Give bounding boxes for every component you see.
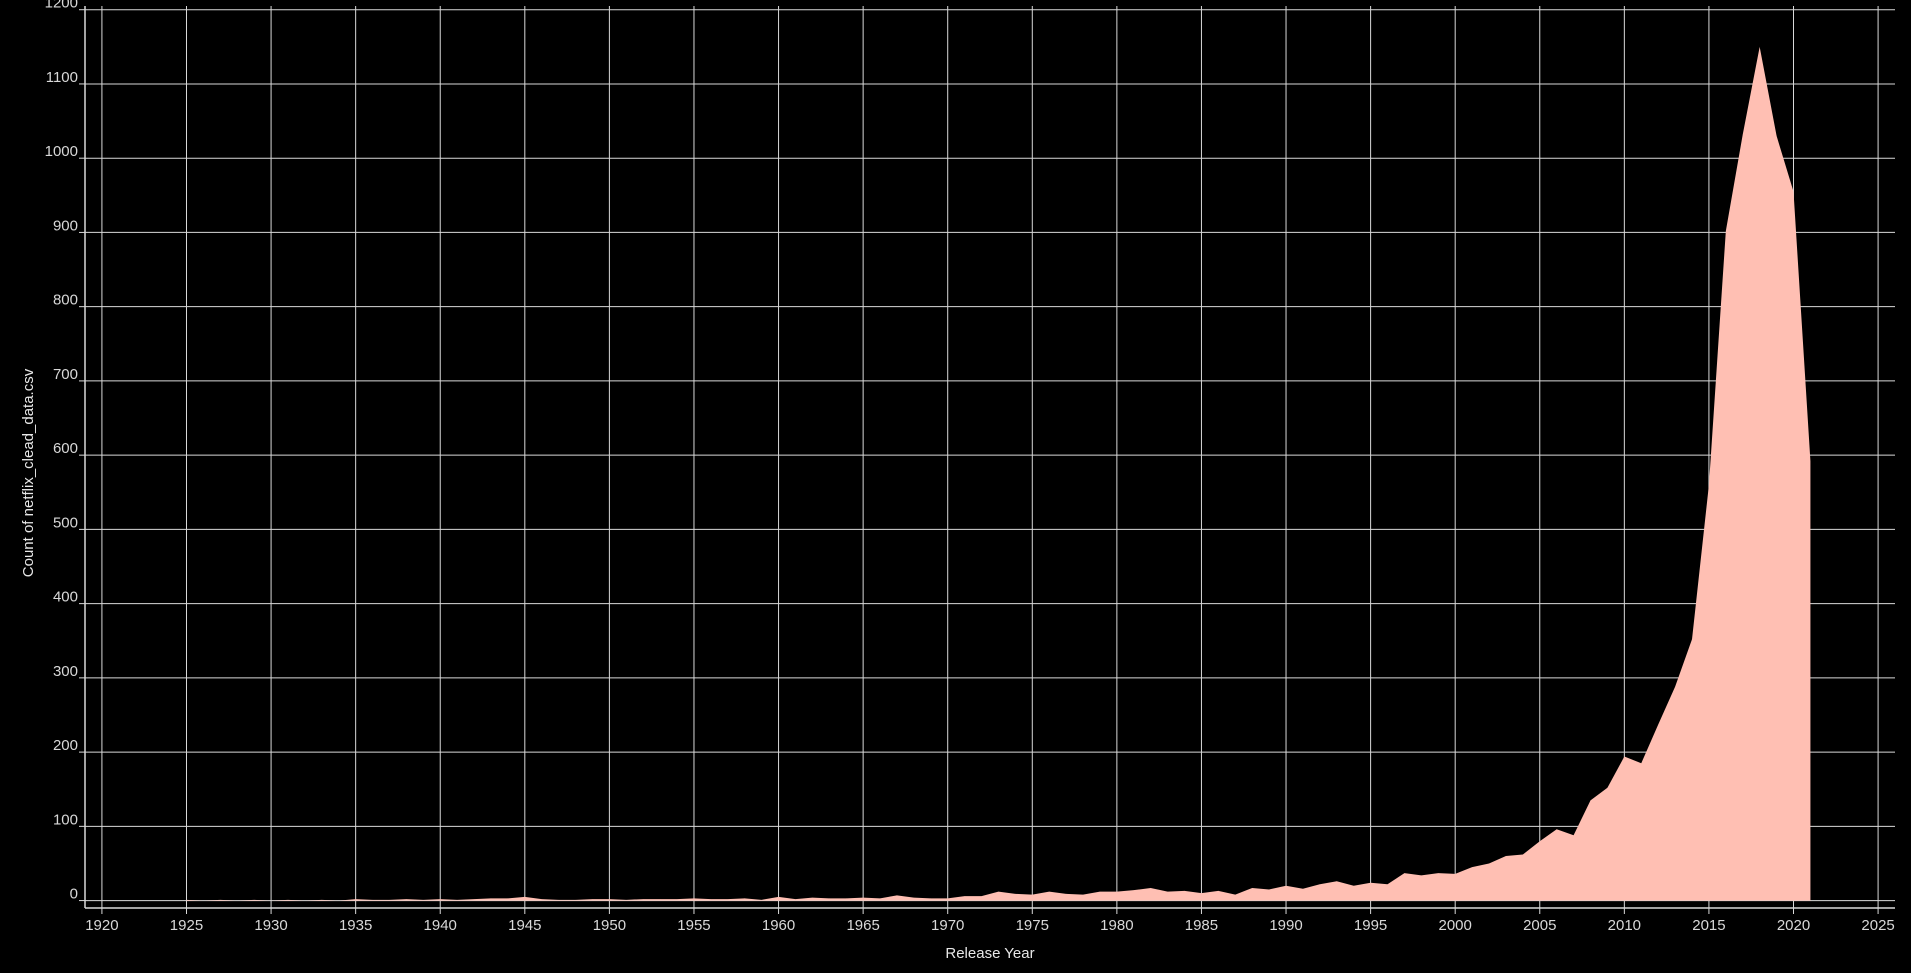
x-tick-label: 1955 xyxy=(677,917,710,934)
x-tick-label: 1960 xyxy=(762,917,795,934)
x-tick-label: 1940 xyxy=(424,917,457,934)
x-tick-label: 1980 xyxy=(1100,917,1133,934)
y-tick-label: 1000 xyxy=(45,143,78,160)
axes xyxy=(84,6,1895,909)
area-fill xyxy=(186,46,1811,901)
x-axis-title: Release Year xyxy=(945,945,1034,962)
x-tick-label: 1995 xyxy=(1354,917,1387,934)
x-tick-label: 1930 xyxy=(254,917,287,934)
x-tick-label: 1975 xyxy=(1016,917,1049,934)
x-tick-label: 2020 xyxy=(1777,917,1810,934)
y-tick-label: 300 xyxy=(53,663,78,680)
x-tick-label: 2005 xyxy=(1523,917,1556,934)
y-axis-title: Count of netflix_clead_data.csv xyxy=(20,368,37,577)
y-tick-label: 900 xyxy=(53,217,78,234)
y-axis-ticks: 0 100 200 300 400 500 600 700 800 900 1000 1100 1200 xyxy=(45,0,85,903)
x-tick-label: 1985 xyxy=(1185,917,1218,934)
y-tick-label: 600 xyxy=(53,440,78,457)
x-tick-label: 1965 xyxy=(846,917,879,934)
x-tick-label: 1935 xyxy=(339,917,372,934)
y-tick-label: 1200 xyxy=(45,0,78,12)
y-tick-label: 1100 xyxy=(46,69,78,86)
x-tick-label: 1920 xyxy=(85,917,118,934)
y-tick-label: 800 xyxy=(53,292,78,309)
x-tick-label: 1950 xyxy=(593,917,626,934)
y-tick-label: 500 xyxy=(53,514,78,531)
x-tick-label: 2025 xyxy=(1861,917,1894,934)
x-tick-label: 2000 xyxy=(1438,917,1471,934)
x-axis-ticks: 1920 1925 1930 1935 1940 1945 1950 1955 1960 1965… xyxy=(85,908,1895,934)
x-tick-label: 1945 xyxy=(508,917,541,934)
x-tick-label: 1990 xyxy=(1269,917,1302,934)
x-tick-label: 1970 xyxy=(931,917,964,934)
y-tick-label: 100 xyxy=(53,811,78,828)
x-tick-label: 2015 xyxy=(1692,917,1725,934)
x-tick-label: 1925 xyxy=(170,917,203,934)
x-tick-label: 2010 xyxy=(1608,917,1641,934)
area-series xyxy=(186,46,1811,901)
y-tick-label: 200 xyxy=(53,737,78,754)
y-tick-label: 400 xyxy=(53,589,78,606)
y-tick-label: 0 xyxy=(70,886,78,903)
y-tick-label: 700 xyxy=(53,366,78,383)
